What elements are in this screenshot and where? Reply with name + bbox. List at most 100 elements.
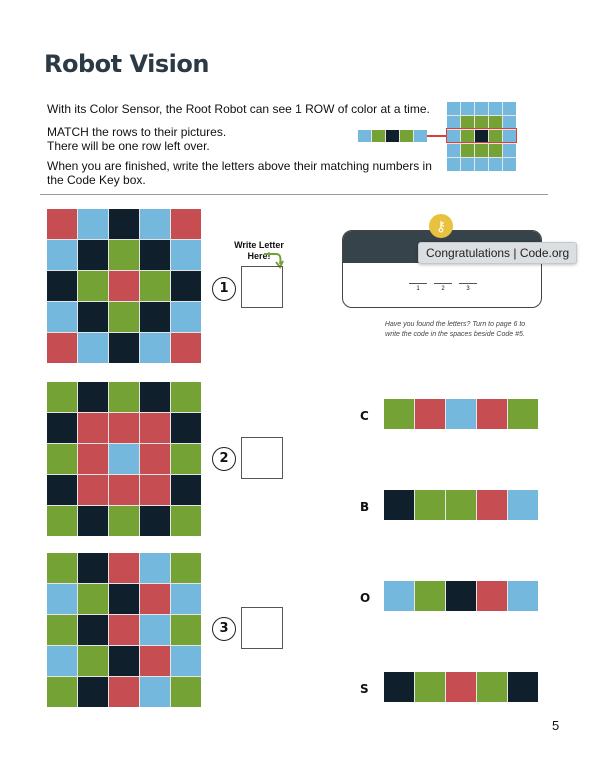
- number-3: 3: [212, 617, 236, 641]
- color-cell: [415, 672, 445, 702]
- color-cell: [171, 444, 201, 474]
- color-cell: [461, 158, 474, 171]
- color-cell: [109, 413, 139, 443]
- color-cell: [140, 382, 170, 412]
- color-cell: [384, 581, 414, 611]
- picture-2: [47, 382, 201, 536]
- color-cell: [140, 333, 170, 363]
- color-cell: [140, 615, 170, 645]
- color-cell: [446, 581, 476, 611]
- color-cell: [47, 413, 77, 443]
- page-title: Robot Vision: [44, 50, 209, 78]
- color-cell: [140, 506, 170, 536]
- row-letter-o: O: [360, 591, 371, 605]
- color-cell: [47, 615, 77, 645]
- color-cell: [489, 158, 502, 171]
- color-cell: [140, 302, 170, 332]
- color-cell: [477, 581, 507, 611]
- write-letter-label: Write Letter Here!: [234, 240, 284, 261]
- color-cell: [414, 130, 427, 142]
- color-cell: [475, 144, 488, 157]
- color-cell: [446, 672, 476, 702]
- blank-3: 3: [459, 283, 477, 292]
- color-cell: [109, 506, 139, 536]
- color-cell: [109, 333, 139, 363]
- color-cell: [475, 102, 488, 115]
- color-cell: [384, 490, 414, 520]
- color-cell: [109, 553, 139, 583]
- color-cell: [489, 130, 502, 143]
- color-cell: [503, 144, 516, 157]
- color-cell: [47, 677, 77, 707]
- color-cell: [171, 240, 201, 270]
- color-cell: [78, 302, 108, 332]
- color-cell: [109, 444, 139, 474]
- row-letter-s: S: [360, 682, 369, 696]
- color-cell: [109, 240, 139, 270]
- color-cell: [358, 130, 371, 142]
- color-cell: [503, 130, 516, 143]
- color-cell: [461, 116, 474, 129]
- color-cell: [140, 553, 170, 583]
- color-cell: [78, 475, 108, 505]
- color-cell: [47, 333, 77, 363]
- color-cell: [400, 130, 413, 142]
- color-cell: [171, 646, 201, 676]
- color-cell: [489, 144, 502, 157]
- color-cell: [386, 130, 399, 142]
- color-cell: [508, 490, 538, 520]
- color-cell: [109, 475, 139, 505]
- color-cell: [47, 240, 77, 270]
- color-cell: [78, 506, 108, 536]
- color-cell: [140, 444, 170, 474]
- color-cell: [477, 672, 507, 702]
- color-cell: [47, 506, 77, 536]
- color-cell: [109, 302, 139, 332]
- row-letter-c: C: [360, 409, 369, 423]
- color-cell: [475, 158, 488, 171]
- color-cell: [503, 102, 516, 115]
- picture-3: [47, 553, 201, 707]
- color-cell: [475, 116, 488, 129]
- color-cell: [171, 302, 201, 332]
- color-cell: [78, 333, 108, 363]
- color-cell: [171, 677, 201, 707]
- arrow-icon: [264, 253, 284, 269]
- color-cell: [503, 158, 516, 171]
- row-c: [384, 399, 538, 429]
- picture-1: [47, 209, 201, 363]
- color-cell: [78, 209, 108, 239]
- letter-box-3[interactable]: [241, 607, 283, 649]
- color-cell: [446, 399, 476, 429]
- color-cell: [489, 102, 502, 115]
- color-cell: [140, 240, 170, 270]
- row-letter-b: B: [360, 500, 370, 514]
- color-cell: [109, 271, 139, 301]
- color-cell: [447, 116, 460, 129]
- color-cell: [47, 584, 77, 614]
- number-2: 2: [212, 447, 236, 471]
- color-cell: [415, 490, 445, 520]
- color-cell: [171, 209, 201, 239]
- row-s: [384, 672, 538, 702]
- color-cell: [477, 399, 507, 429]
- color-cell: [489, 116, 502, 129]
- color-cell: [109, 677, 139, 707]
- letter-box-1[interactable]: [241, 266, 283, 308]
- letter-box-2[interactable]: [241, 437, 283, 479]
- row-o: [384, 581, 538, 611]
- color-cell: [384, 399, 414, 429]
- color-cell: [461, 144, 474, 157]
- color-cell: [415, 581, 445, 611]
- color-cell: [475, 130, 488, 143]
- page-number: 5: [552, 718, 560, 733]
- color-cell: [461, 102, 474, 115]
- blank-2: 2: [434, 283, 452, 292]
- instruction-2: MATCH the rows to their pictures.: [47, 125, 227, 139]
- instruction-5: the Code Key box.: [47, 173, 146, 187]
- color-cell: [47, 444, 77, 474]
- color-cell: [171, 553, 201, 583]
- color-cell: [109, 615, 139, 645]
- color-cell: [78, 382, 108, 412]
- color-cell: [78, 615, 108, 645]
